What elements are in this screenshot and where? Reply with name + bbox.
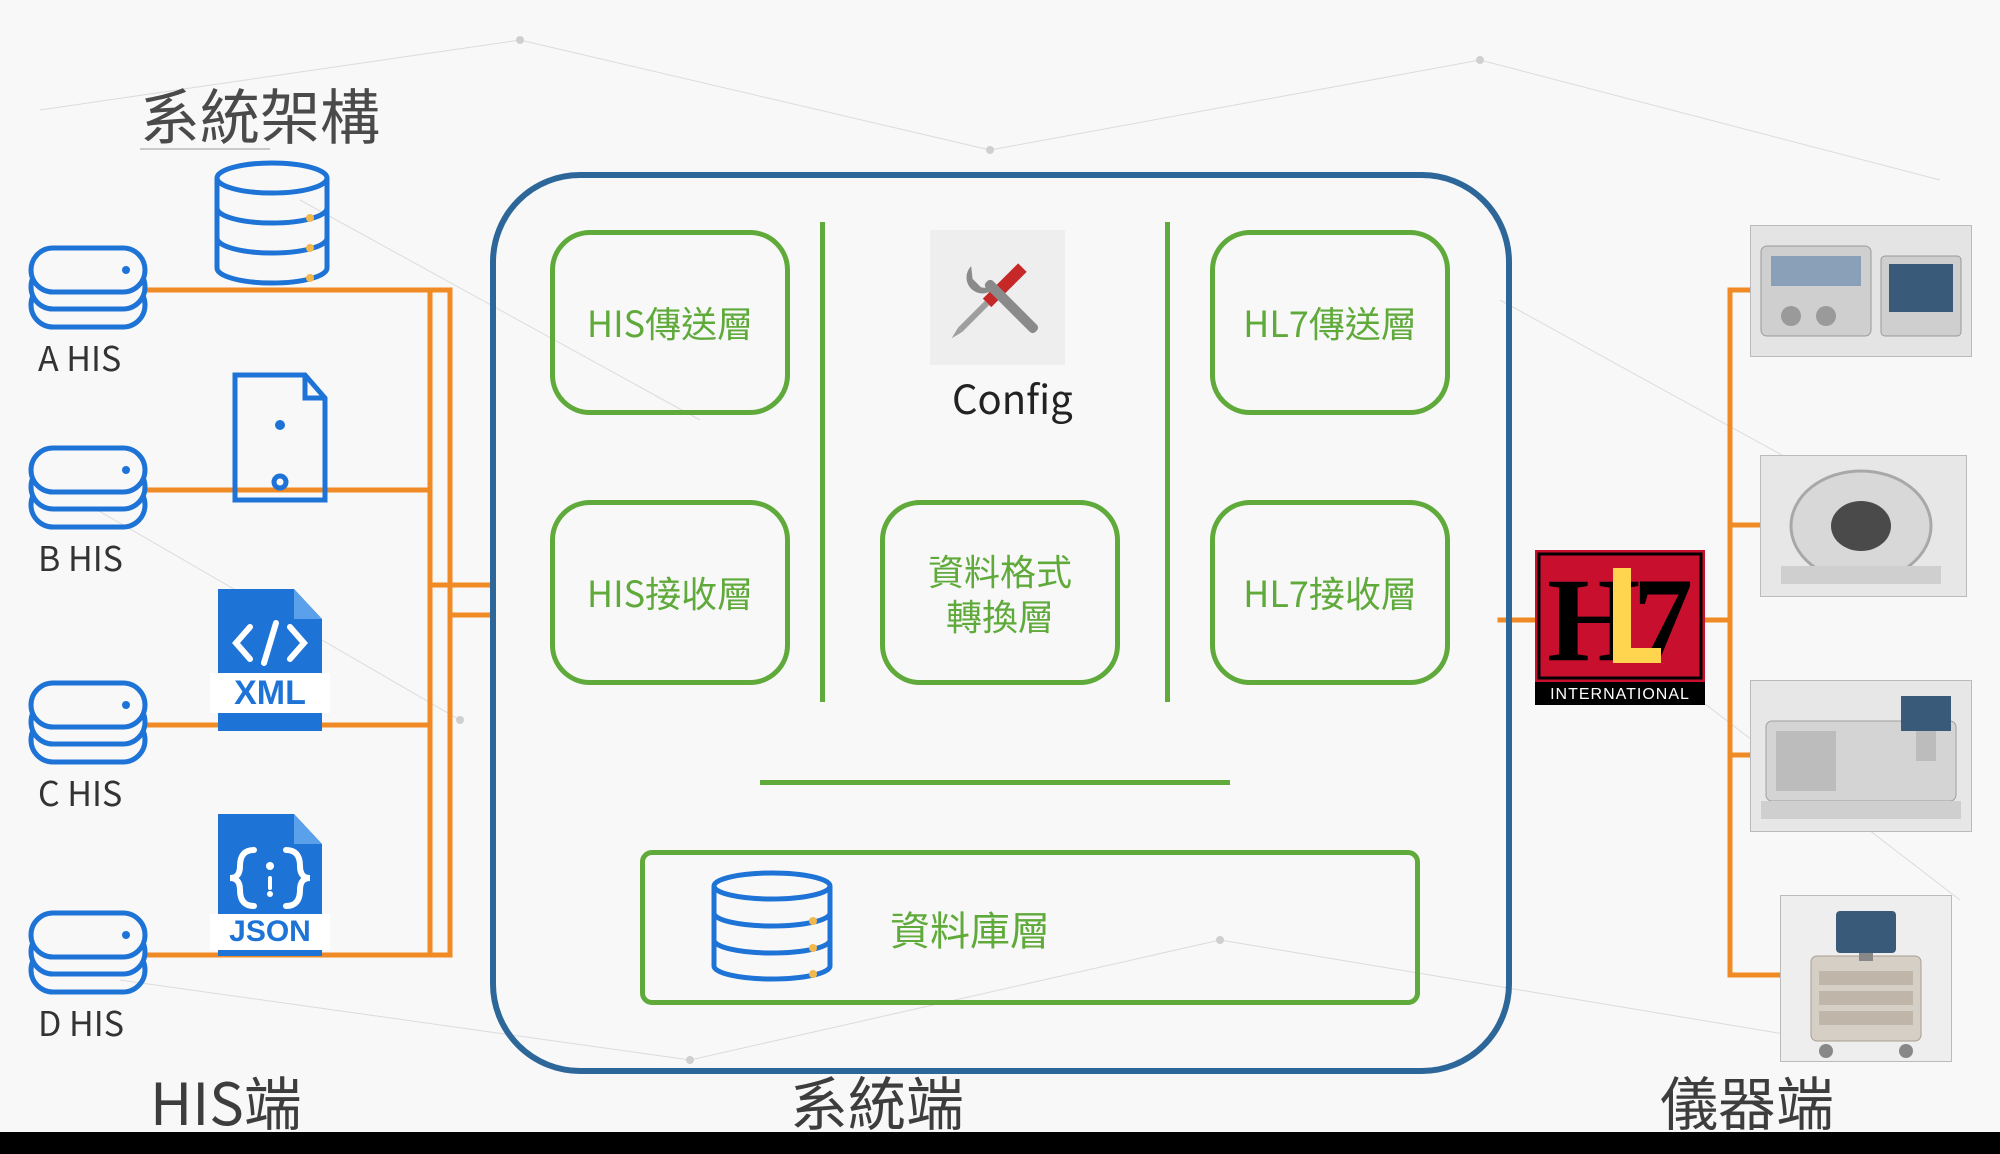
box-convert: 資料格式 轉換層 — [880, 500, 1120, 685]
section-label-his: HIS端 — [150, 1058, 302, 1142]
box-db-layer: 資料庫層 — [640, 850, 1420, 1005]
config-icon — [930, 230, 1065, 370]
box-hl7-send: HL7傳送層 — [1210, 230, 1450, 415]
file-icon — [225, 370, 335, 515]
his-node-d — [28, 910, 148, 995]
json-icon: JSON — [210, 810, 330, 965]
his-caption-d: D HIS — [38, 997, 124, 1046]
box-his-recv-label: HIS接收層 — [587, 570, 753, 615]
his-caption-c: C HIS — [38, 767, 122, 816]
box-convert-label: 資料格式 轉換層 — [928, 548, 1072, 638]
config-label: Config — [952, 368, 1073, 426]
his-node-b — [28, 445, 148, 530]
box-hl7-recv: HL7接收層 — [1210, 500, 1450, 685]
db-layer-icon — [705, 870, 840, 985]
device-2 — [1760, 455, 1967, 597]
his-node-a — [28, 245, 148, 330]
section-label-system: 系統端 — [790, 1058, 964, 1142]
diagram-title: 系統架構 — [140, 70, 380, 157]
his-caption-a: A HIS — [38, 332, 121, 381]
his-caption-b: B HIS — [38, 532, 123, 581]
box-hl7-recv-label: HL7接收層 — [1243, 570, 1417, 615]
system-divider-left — [820, 222, 825, 702]
box-hl7-send-label: HL7傳送層 — [1243, 300, 1417, 345]
diagram-stage: 系統架構 HIS端 系統端 儀器端 A HIS B HIS — [0, 0, 2000, 1154]
device-4 — [1780, 895, 1952, 1062]
box-his-send: HIS傳送層 — [550, 230, 790, 415]
xml-icon: XML — [210, 585, 330, 740]
xml-icon-label: XML — [234, 674, 306, 712]
his-node-c — [28, 680, 148, 765]
database-icon — [210, 160, 335, 295]
title-underline — [140, 148, 270, 150]
system-divider-bottom — [760, 780, 1230, 785]
hl7-logo: H 7 INTERNATIONAL — [1535, 550, 1705, 710]
device-1 — [1750, 225, 1972, 357]
system-divider-right — [1165, 222, 1170, 702]
box-his-recv: HIS接收層 — [550, 500, 790, 685]
json-icon-label: JSON — [229, 915, 311, 948]
db-layer-label: 資料庫層 — [890, 899, 1050, 957]
hl7-logo-caption: INTERNATIONAL — [1550, 686, 1690, 703]
device-3 — [1750, 680, 1972, 832]
bottom-strip — [0, 1132, 2000, 1154]
svg-text:7: 7 — [1633, 553, 1693, 686]
section-label-device: 儀器端 — [1660, 1058, 1834, 1142]
box-his-send-label: HIS傳送層 — [587, 300, 753, 345]
